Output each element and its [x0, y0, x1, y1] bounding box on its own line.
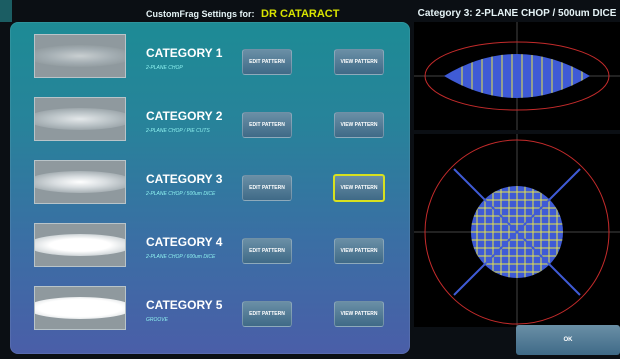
category-row-2: CATEGORY 2 2-PLANE CHOP / PIE CUTS EDIT … — [10, 87, 410, 147]
category-row-4: CATEGORY 4 2-PLANE CHOP / 600um DICE EDI… — [10, 213, 410, 273]
pattern-title: Category 3: 2-PLANE CHOP / 500um DICE — [417, 8, 617, 19]
category-3-thumbnail — [34, 160, 126, 204]
category-3-edit-pattern-button[interactable]: EDIT PATTERN — [242, 175, 292, 201]
category-1-view-pattern-button[interactable]: VIEW PATTERN — [334, 49, 384, 75]
category-2-thumbnail — [34, 97, 126, 141]
settings-label: CustomFrag Settings for: — [146, 9, 255, 19]
category-5-title: CATEGORY 5 — [146, 298, 223, 312]
side-view-pattern-plot — [414, 22, 620, 130]
category-3-title: CATEGORY 3 — [146, 172, 223, 186]
category-5-thumbnail — [34, 286, 126, 330]
category-row-5: CATEGORY 5 GROOVE EDIT PATTERN VIEW PATT… — [10, 276, 410, 336]
category-1-subtitle: 2-PLANE CHOP — [146, 65, 183, 71]
category-5-view-pattern-button[interactable]: VIEW PATTERN — [334, 301, 384, 327]
category-4-subtitle: 2-PLANE CHOP / 600um DICE — [146, 254, 216, 260]
category-5-edit-pattern-button[interactable]: EDIT PATTERN — [242, 301, 292, 327]
doctor-name: DR CATARACT — [261, 8, 340, 20]
ok-button[interactable]: OK — [516, 325, 620, 355]
category-4-view-pattern-button[interactable]: VIEW PATTERN — [334, 238, 384, 264]
front-view-pattern-graphic — [414, 134, 620, 327]
category-3-subtitle: 2-PLANE CHOP / 500um DICE — [146, 191, 216, 197]
category-2-edit-pattern-button[interactable]: EDIT PATTERN — [242, 112, 292, 138]
corner-decoration — [0, 0, 12, 22]
category-1-thumbnail — [34, 34, 126, 78]
side-view-pattern-graphic — [414, 22, 620, 130]
category-2-title: CATEGORY 2 — [146, 109, 223, 123]
category-4-title: CATEGORY 4 — [146, 235, 223, 249]
settings-header: CustomFrag Settings for: DR CATARACT — [146, 8, 339, 20]
category-3-view-pattern-button[interactable]: VIEW PATTERN — [333, 174, 385, 202]
category-row-1: CATEGORY 1 2-PLANE CHOP EDIT PATTERN VIE… — [10, 24, 410, 84]
category-4-thumbnail — [34, 223, 126, 267]
category-5-subtitle: GROOVE — [146, 317, 168, 323]
category-1-edit-pattern-button[interactable]: EDIT PATTERN — [242, 49, 292, 75]
front-view-pattern-plot — [414, 134, 620, 327]
category-2-subtitle: 2-PLANE CHOP / PIE CUTS — [146, 128, 210, 134]
category-1-title: CATEGORY 1 — [146, 46, 223, 60]
category-2-view-pattern-button[interactable]: VIEW PATTERN — [334, 112, 384, 138]
category-4-edit-pattern-button[interactable]: EDIT PATTERN — [242, 238, 292, 264]
category-row-3: CATEGORY 3 2-PLANE CHOP / 500um DICE EDI… — [10, 150, 410, 210]
